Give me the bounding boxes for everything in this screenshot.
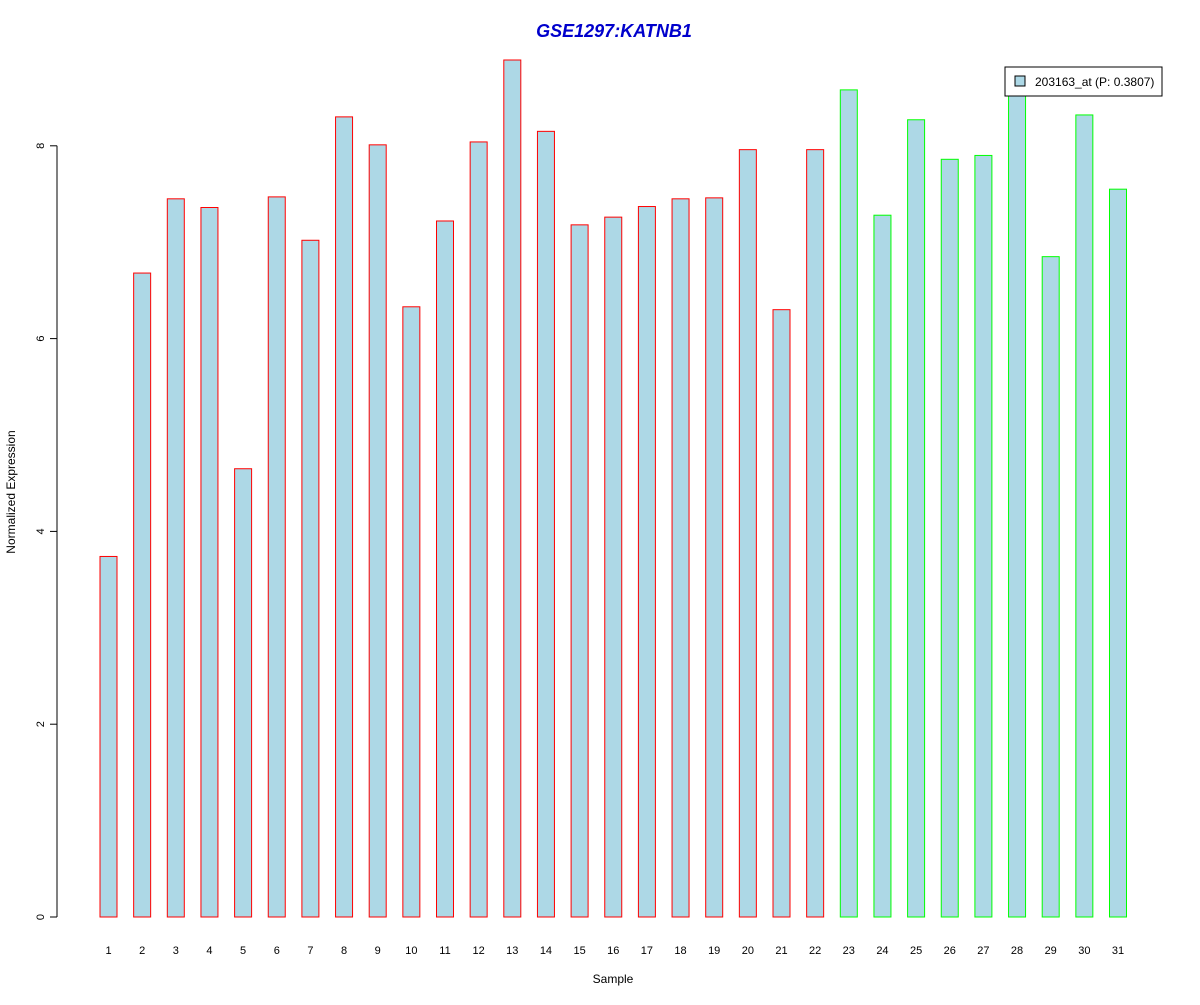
bar-sample-4 bbox=[200, 207, 219, 918]
bar-sample-3 bbox=[166, 198, 185, 918]
bar-sample-7 bbox=[301, 239, 320, 918]
bar-sample-21 bbox=[772, 309, 791, 918]
bar-sample-11 bbox=[436, 220, 454, 918]
x-tick-label: 1 bbox=[105, 945, 111, 957]
x-tick-label: 5 bbox=[240, 945, 246, 957]
x-tick-label: 4 bbox=[206, 945, 212, 957]
bar-sample-12 bbox=[469, 141, 488, 918]
x-tick-label: 18 bbox=[674, 945, 686, 957]
x-tick-label: 10 bbox=[405, 945, 417, 957]
y-axis: 0 2 4 6 8 bbox=[35, 143, 58, 920]
x-tick-label: 24 bbox=[876, 945, 888, 957]
x-tick-label: 13 bbox=[506, 945, 518, 957]
x-tick-label: 23 bbox=[843, 945, 855, 957]
bars-layer bbox=[99, 59, 1127, 918]
bar-sample-22 bbox=[806, 149, 825, 918]
x-tick-label: 6 bbox=[274, 945, 280, 957]
x-tick-label: 29 bbox=[1045, 945, 1057, 957]
y-tick-label: 0 bbox=[35, 914, 47, 920]
bar-sample-16 bbox=[604, 216, 623, 918]
bar-sample-10 bbox=[402, 306, 421, 918]
x-tick-label: 20 bbox=[742, 945, 754, 957]
bar-sample-28 bbox=[1008, 90, 1027, 918]
x-tick-label: 3 bbox=[173, 945, 179, 957]
bar-sample-25 bbox=[907, 119, 926, 918]
x-tick-label: 7 bbox=[307, 945, 313, 957]
bar-sample-1 bbox=[99, 555, 118, 918]
bar-sample-18 bbox=[671, 198, 690, 918]
chart-title: GSE1297:KATNB1 bbox=[536, 21, 692, 41]
bar-sample-31 bbox=[1109, 188, 1127, 918]
x-tick-label: 15 bbox=[573, 945, 585, 957]
x-tick-label: 16 bbox=[607, 945, 619, 957]
x-tick-label: 31 bbox=[1112, 945, 1124, 957]
legend-box bbox=[1004, 66, 1163, 97]
bar-sample-29 bbox=[1041, 256, 1060, 918]
bar-sample-23 bbox=[839, 89, 858, 918]
bar-sample-8 bbox=[335, 116, 354, 918]
bar-sample-9 bbox=[368, 144, 387, 918]
y-axis-label: Normalized Expression bbox=[4, 430, 18, 553]
legend-label: 203163_at (P: 0.3807) bbox=[1035, 75, 1154, 89]
bar-sample-30 bbox=[1075, 114, 1094, 918]
x-axis-label: Sample bbox=[593, 972, 634, 986]
bar-sample-26 bbox=[940, 158, 959, 918]
x-axis: 1 2 3 4 5 6 7 8 9 10 11 12 13 14 15 16 17 18 19 20 21 22 23 24 2… bbox=[105, 945, 1124, 957]
bar-sample-15 bbox=[570, 224, 589, 918]
x-tick-label: 19 bbox=[708, 945, 720, 957]
bar-sample-5 bbox=[234, 468, 253, 918]
bar-sample-17 bbox=[637, 206, 656, 918]
x-tick-label: 25 bbox=[910, 945, 922, 957]
y-tick-label: 4 bbox=[35, 528, 47, 534]
bar-sample-27 bbox=[974, 154, 993, 918]
x-tick-label: 8 bbox=[341, 945, 347, 957]
y-tick-label: 8 bbox=[35, 143, 47, 149]
x-tick-label: 27 bbox=[977, 945, 989, 957]
y-tick-label: 2 bbox=[35, 721, 47, 727]
bar-sample-13 bbox=[503, 59, 522, 918]
x-tick-label: 28 bbox=[1011, 945, 1023, 957]
x-tick-label: 9 bbox=[375, 945, 381, 957]
x-tick-label: 30 bbox=[1078, 945, 1090, 957]
bar-sample-19 bbox=[705, 197, 724, 918]
x-tick-label: 11 bbox=[439, 945, 450, 957]
bar-sample-14 bbox=[536, 130, 555, 918]
y-tick-label: 6 bbox=[35, 336, 47, 342]
x-tick-label: 14 bbox=[540, 945, 552, 957]
bar-sample-6 bbox=[267, 196, 286, 918]
bar-sample-24 bbox=[873, 214, 892, 918]
bar-sample-20 bbox=[738, 149, 757, 918]
x-tick-label: 22 bbox=[809, 945, 821, 957]
x-tick-label: 26 bbox=[944, 945, 956, 957]
x-tick-label: 17 bbox=[641, 945, 653, 957]
x-tick-label: 2 bbox=[139, 945, 145, 957]
legend: 203163_at (P: 0.3807) bbox=[1004, 66, 1163, 97]
x-tick-label: 12 bbox=[473, 945, 485, 957]
legend-swatch bbox=[1014, 75, 1026, 87]
x-tick-label: 21 bbox=[775, 945, 787, 957]
bar-sample-2 bbox=[133, 272, 152, 918]
